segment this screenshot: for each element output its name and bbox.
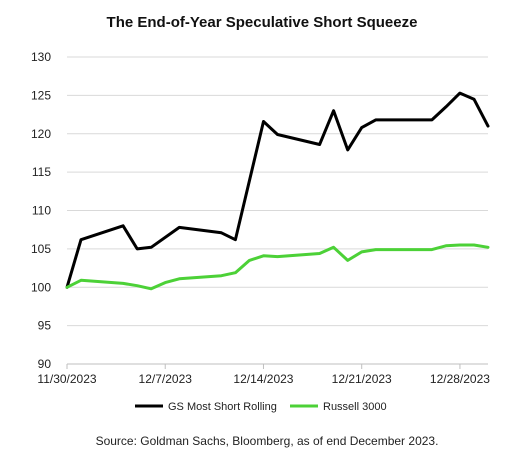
x-tick-label: 12/21/2023	[332, 372, 392, 386]
series-lines	[65, 91, 490, 291]
y-tick-label: 120	[31, 127, 51, 141]
gridlines	[67, 56, 488, 365]
y-tick-label: 125	[31, 88, 51, 102]
x-tick-label: 12/28/2023	[430, 372, 490, 386]
series-line-1	[65, 243, 490, 291]
legend-label-0: GS Most Short Rolling	[168, 401, 277, 413]
x-axis-tick-labels: 11/30/2023 12/7/2023 12/14/2023 12/21/2023 1…	[37, 372, 490, 386]
y-tick-label: 115	[32, 165, 51, 179]
series-line-0	[65, 91, 490, 289]
y-tick-label: 90	[38, 357, 52, 371]
y-axis-tick-labels: 90 95 100 105 110 115 120 125 130	[31, 50, 51, 371]
x-tick-label: 11/30/2023	[37, 372, 96, 386]
y-tick-label: 105	[31, 242, 51, 256]
y-tick-label: 110	[32, 204, 51, 218]
y-tick-label: 100	[31, 280, 51, 294]
legend: GS Most Short Rolling Russell 3000	[135, 401, 387, 413]
chart-title: The End-of-Year Speculative Short Squeez…	[107, 14, 418, 31]
y-tick-label: 130	[31, 50, 51, 64]
x-tick-label: 12/7/2023	[139, 372, 193, 386]
axes	[66, 363, 488, 369]
x-tick-label: 12/14/2023	[233, 372, 293, 386]
source-note: Source: Goldman Sachs, Bloomberg, as of …	[96, 434, 439, 448]
y-tick-label: 95	[38, 319, 52, 333]
legend-label-1: Russell 3000	[323, 401, 387, 413]
